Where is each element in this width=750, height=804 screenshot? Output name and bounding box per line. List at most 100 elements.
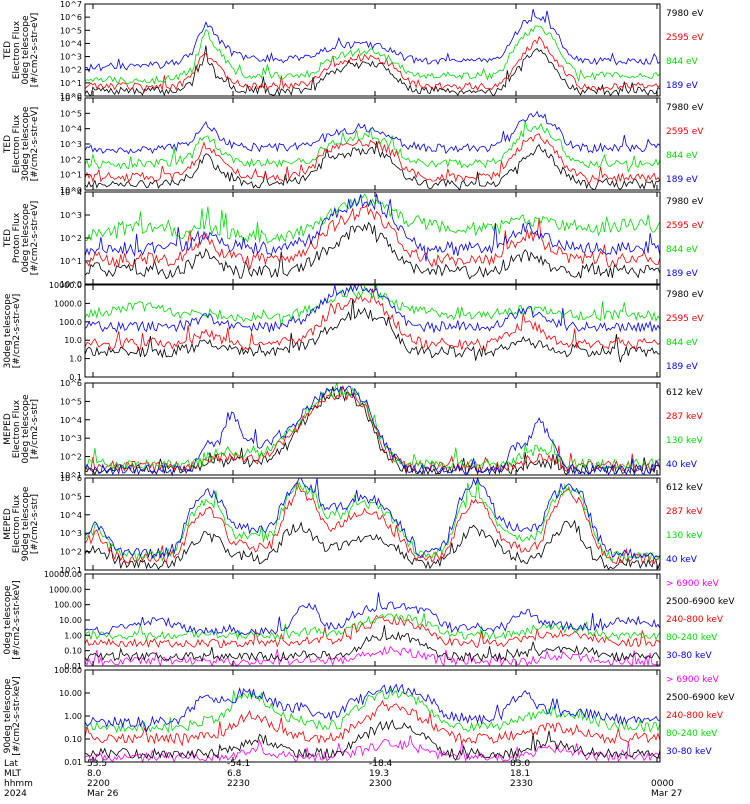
- x-axis-value-2-1: 8.0: [87, 769, 102, 779]
- series-line-4-3: [84, 284, 661, 327]
- series-line-1-1: [84, 45, 661, 97]
- panel-frame-3: [84, 191, 661, 285]
- series-line-5-1: [84, 386, 660, 476]
- y-tick-label-4-1: 0.1: [69, 373, 82, 382]
- x-axis-value-3-1: 2200: [87, 779, 110, 789]
- legend-entry-8-1: > 6900 keV: [666, 675, 720, 685]
- y-tick-label-2-5: 10^4: [60, 125, 82, 134]
- y-tick-label-5-4: 10^4: [60, 416, 82, 425]
- y-tick-label-5-5: 10^5: [60, 397, 82, 406]
- series-line-6-1: [84, 519, 661, 571]
- series-line-4-2: [84, 288, 661, 352]
- series-line-1-4: [84, 8, 661, 73]
- y-tick-label-3-2: 10^1: [60, 257, 82, 266]
- series-line-2-1: [84, 141, 661, 191]
- y-axis-label-4-2: [#/cm2-s-str-eV]: [12, 294, 22, 369]
- series-line-7-1: [84, 645, 661, 667]
- y-axis-label-3-3: 0deg telescope: [21, 203, 31, 273]
- y-tick-label-7-5: 100.00: [54, 601, 82, 610]
- legend-entry-2-3: 844 eV: [666, 151, 699, 161]
- y-tick-label-7-2: 0.10: [64, 647, 82, 656]
- y-axis-label-1-4: [#/cm2-s-str-eV]: [30, 13, 40, 88]
- x-axis-row-label-2: MLT: [4, 769, 22, 779]
- y-tick-label-7-4: 10.00: [59, 616, 82, 625]
- series-line-8-2: [84, 719, 661, 761]
- y-tick-label-5-2: 10^2: [60, 453, 82, 462]
- legend-entry-8-4: 80-240 keV: [666, 729, 718, 739]
- y-tick-label-6-5: 10^5: [60, 492, 82, 501]
- legend-entry-7-2: 2500-6900 keV: [666, 597, 735, 607]
- y-tick-label-3-4: 10^3: [60, 211, 82, 220]
- y-tick-label-7-1: 0.01: [64, 662, 82, 671]
- y-axis-label-1-1: TED: [3, 41, 13, 60]
- series-line-7-3: [84, 614, 661, 649]
- y-axis-label-1-3: 0deg telescope: [21, 15, 31, 85]
- panel-frame-6: [84, 477, 661, 571]
- x-axis-value-3-3: 2300: [369, 779, 392, 789]
- series-line-3-4: [84, 193, 661, 262]
- y-axis-label-8-1: 90deg telescope: [3, 678, 13, 753]
- series-line-3-2: [84, 204, 661, 270]
- y-tick-label-6-4: 10^4: [60, 511, 82, 520]
- y-tick-label-1-6: 10^5: [60, 26, 82, 35]
- y-tick-label-2-7: 10^6: [60, 94, 82, 103]
- y-tick-label-4-4: 100.0: [59, 318, 82, 327]
- legend-entry-5-1: 612 keV: [666, 388, 703, 398]
- y-axis-label-6-4: [#/cm2-s-str]: [30, 494, 40, 554]
- y-tick-label-1-4: 10^3: [60, 53, 82, 62]
- x-axis-value-2-2: 6.8: [227, 769, 242, 779]
- series-line-8-3: [84, 699, 661, 747]
- legend-entry-2-4: 189 eV: [666, 175, 699, 185]
- x-axis-value-2-4: 18.1: [510, 769, 530, 779]
- y-tick-label-4-2: 1.0: [69, 355, 82, 364]
- series-line-2-2: [84, 133, 661, 185]
- legend-entry-6-3: 130 keV: [666, 531, 703, 541]
- y-tick-label-2-1: 10^0: [60, 186, 82, 195]
- y-tick-label-2-6: 10^5: [60, 109, 82, 118]
- legend-entry-7-3: 240-800 keV: [666, 615, 724, 625]
- x-axis-value-3-5: 0000: [651, 779, 674, 789]
- y-tick-label-2-2: 10^1: [60, 171, 82, 180]
- x-axis-value-1-4: 83.0: [510, 759, 530, 769]
- y-axis-label-6-2: Electron Flux: [12, 494, 22, 553]
- y-tick-label-2-3: 10^2: [60, 155, 82, 164]
- y-tick-label-4-5: 1000.0: [54, 299, 82, 308]
- legend-entry-7-5: 30-80 keV: [666, 651, 712, 661]
- series-line-5-4: [84, 385, 661, 477]
- panel-frame-7: [84, 573, 661, 667]
- legend-entry-8-2: 2500-6900 keV: [666, 693, 735, 703]
- legend-entry-3-1: 7980 eV: [666, 197, 704, 207]
- y-tick-label-8-3: 1.00: [64, 712, 82, 721]
- legend-entry-5-3: 130 keV: [666, 436, 703, 446]
- legend-entry-1-1: 7980 eV: [666, 9, 704, 19]
- legend-entry-1-2: 2595 eV: [666, 33, 704, 43]
- y-tick-label-7-6: 1000.00: [49, 585, 82, 594]
- x-axis-value-1-3: -18.4: [369, 759, 393, 769]
- x-axis-row-label-1: Lat: [4, 759, 19, 769]
- series-line-4-4: [84, 283, 661, 334]
- legend-entry-8-5: 30-80 keV: [666, 747, 712, 757]
- legend-entry-6-2: 287 keV: [666, 507, 703, 517]
- y-tick-label-8-2: 0.10: [64, 735, 82, 744]
- legend-entry-4-1: 7980 eV: [666, 290, 704, 300]
- legend-entry-2-1: 7980 eV: [666, 103, 704, 113]
- legend-entry-4-3: 844 eV: [666, 338, 699, 348]
- series-line-2-4: [84, 110, 661, 155]
- y-tick-label-6-1: 10^1: [60, 566, 82, 575]
- legend-entry-6-4: 40 keV: [666, 555, 698, 565]
- series-line-1-3: [84, 25, 661, 85]
- series-line-3-3: [84, 193, 661, 244]
- legend-entry-3-4: 189 eV: [666, 269, 699, 279]
- y-tick-label-5-1: 10^1: [60, 471, 82, 480]
- y-tick-label-4-6: 10000.0: [49, 281, 82, 290]
- legend-entry-3-2: 2595 eV: [666, 221, 704, 231]
- series-line-7-2: [84, 625, 661, 663]
- series-line-8-4: [84, 688, 661, 734]
- y-axis-label-6-1: MEPED: [3, 508, 13, 540]
- y-axis-label-2-4: [#/cm2-s-str-eV]: [30, 107, 40, 182]
- series-line-7-5: [84, 592, 661, 636]
- y-tick-label-2-4: 10^3: [60, 140, 82, 149]
- x-axis-value-1-1: 53.5: [87, 759, 107, 769]
